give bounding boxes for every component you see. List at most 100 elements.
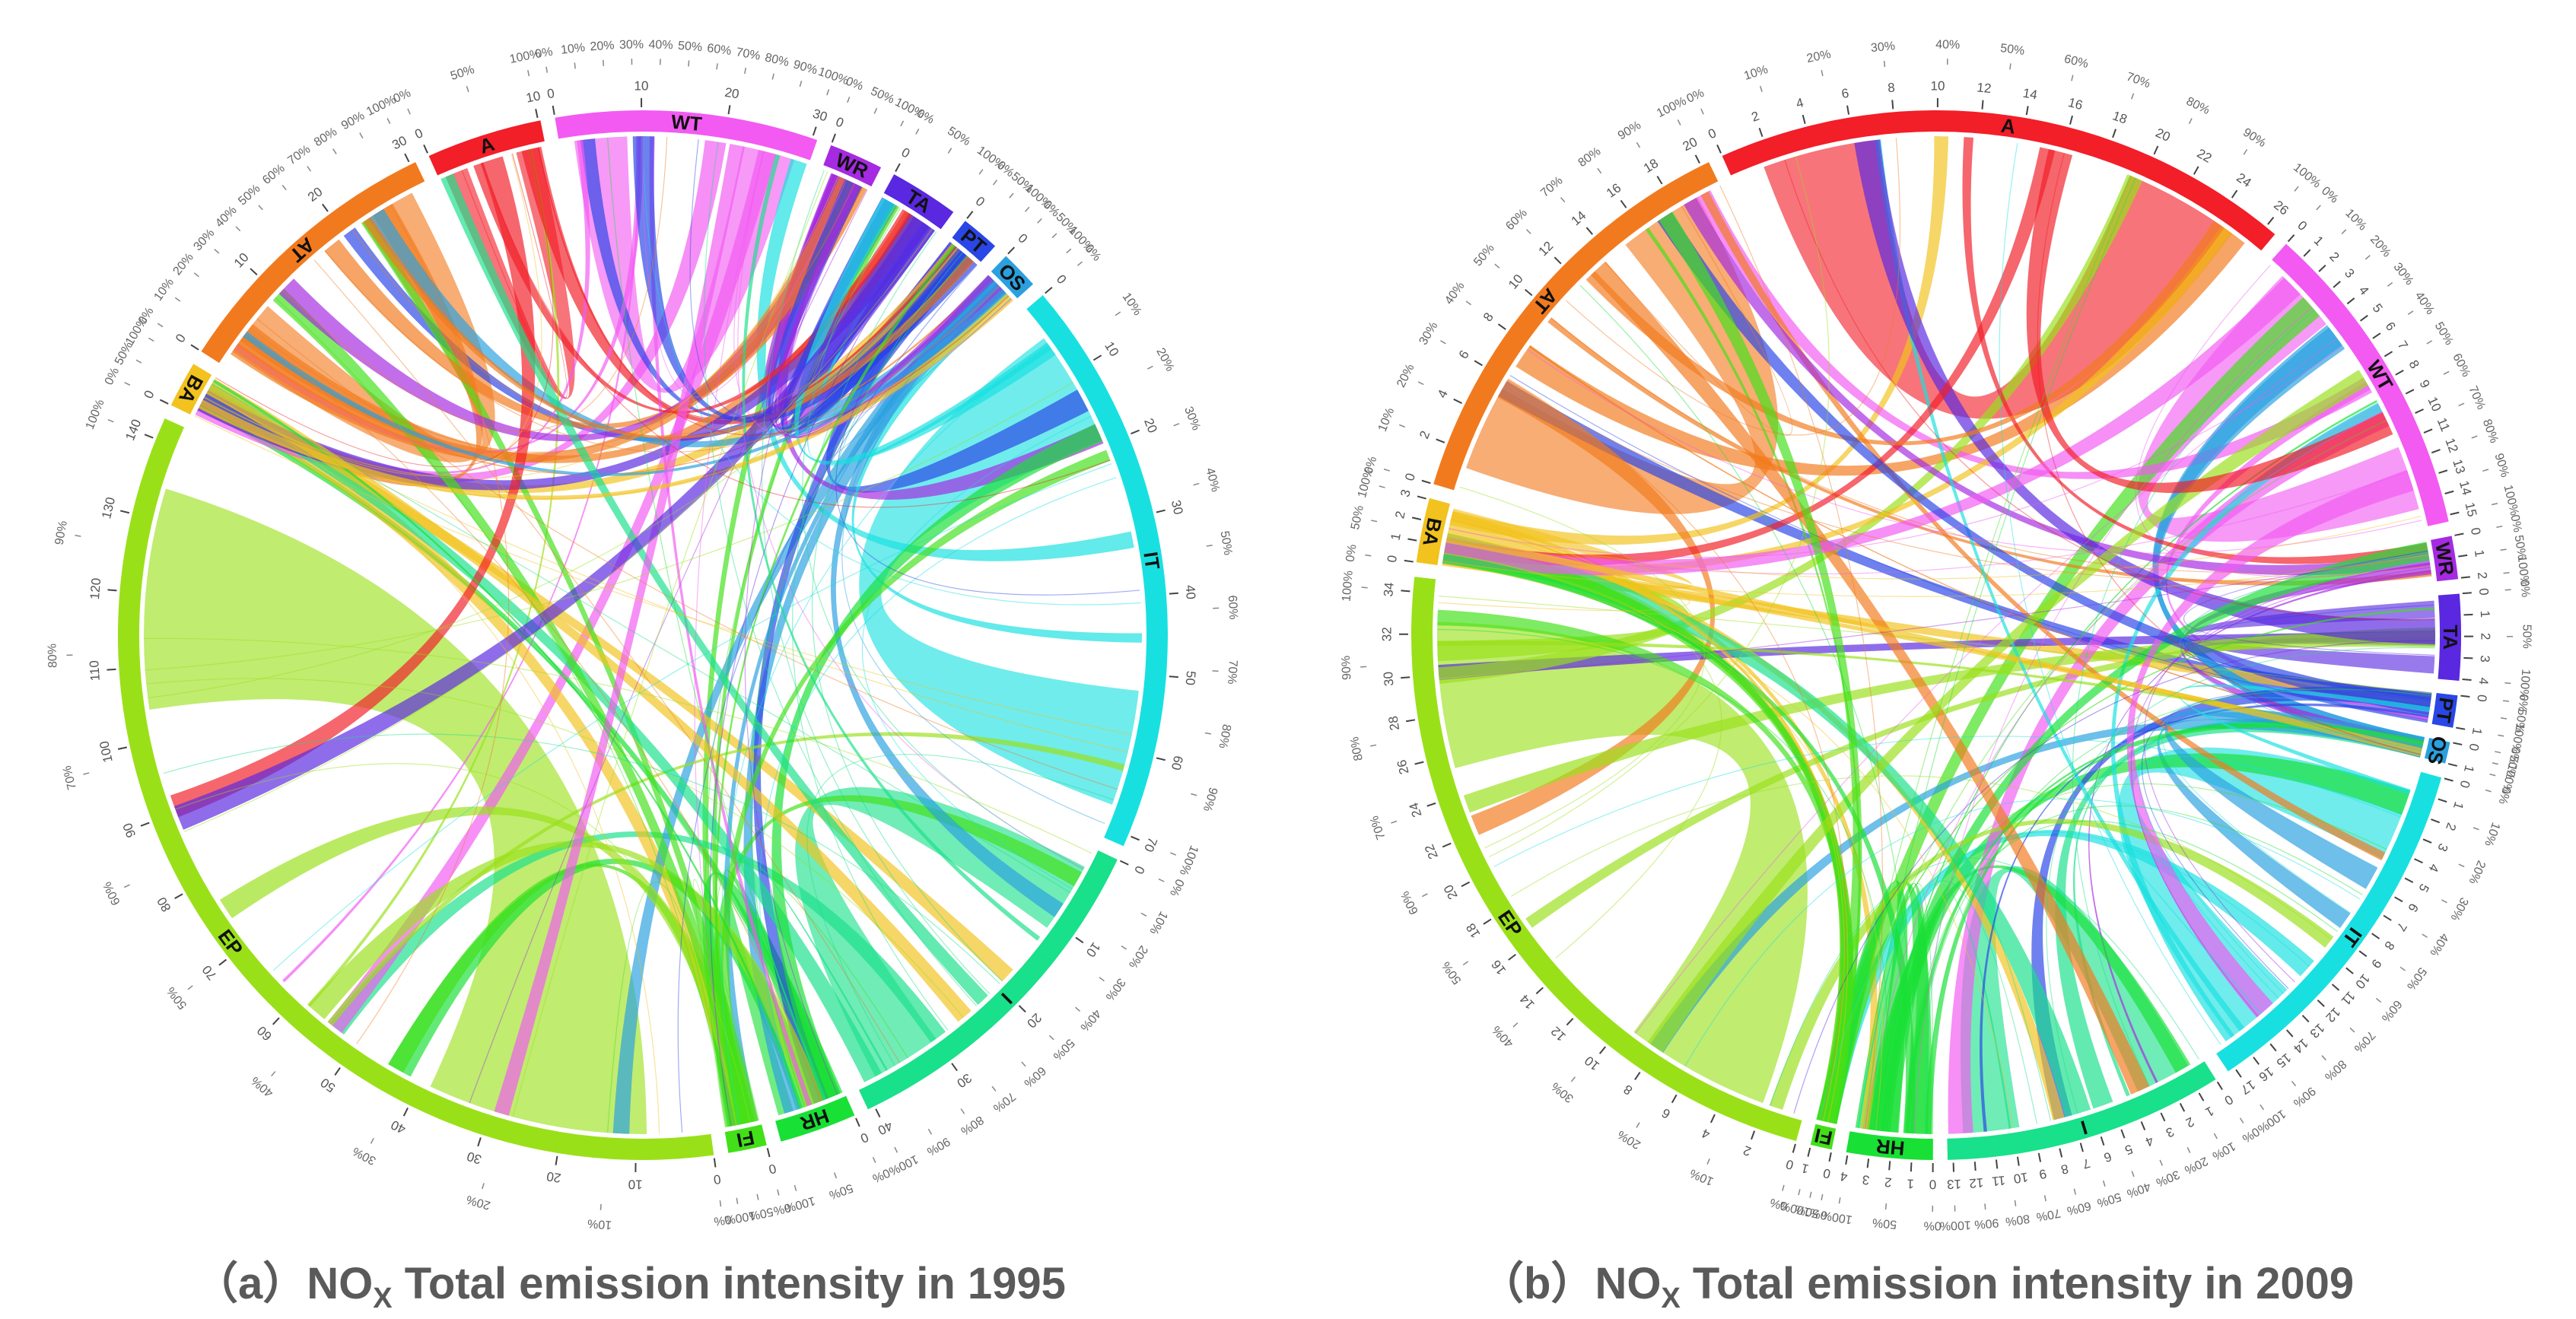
percent-tick [1782, 1184, 1785, 1191]
axis-tick [1442, 842, 1452, 848]
tick-label: 20 [1441, 882, 1461, 902]
percent-tick [744, 68, 746, 75]
percent-tick [1391, 820, 1398, 824]
axis-tick [1007, 246, 1015, 255]
segment-arc [1433, 162, 1719, 491]
percent-label: 100% [2515, 555, 2531, 587]
flow-line [737, 151, 1084, 869]
percent-label: 40% [648, 38, 673, 52]
percent-tick [991, 1085, 997, 1092]
tick-label: 80 [154, 895, 174, 914]
percent-tick [1066, 248, 1072, 254]
flow-line [203, 176, 839, 479]
segment-os: OS 010%50%100% [2420, 734, 2522, 796]
axis-tick [1828, 1152, 1832, 1162]
percent-label: 0% [1167, 877, 1186, 898]
tick-label: 0 [1402, 472, 1418, 483]
percent-label: 90% [2240, 126, 2268, 151]
flow-line [1449, 345, 2343, 558]
flow-line [1793, 640, 2435, 1114]
axis-tick [2431, 449, 2441, 454]
percent-tick [2441, 899, 2447, 904]
percent-label: 90% [1616, 119, 1643, 142]
percent-tick [894, 1146, 898, 1153]
axis-tick [2345, 967, 2354, 974]
axis-tick [1694, 154, 1700, 164]
tick-label: 12 [1536, 239, 1557, 259]
axis-tick [2383, 914, 2392, 921]
percent-label: 30% [2390, 261, 2415, 288]
flow-ribbon [2138, 275, 2419, 542]
flow-ribbon [795, 787, 1086, 1077]
tick-label: 60 [254, 1023, 275, 1044]
percent-label: 70% [1538, 174, 1565, 200]
flow-line [1489, 156, 1830, 858]
percent-tick [1115, 311, 1121, 316]
tick-label: 120 [87, 577, 103, 600]
percent-label: 40% [1203, 466, 1222, 493]
axis-tick [2303, 249, 2311, 257]
percent-label: 50% [2404, 965, 2428, 992]
tick-label: 20 [724, 85, 740, 102]
axis-tick [535, 108, 539, 119]
percent-tick [2458, 402, 2465, 407]
axis-tick [1474, 360, 1483, 367]
percent-tick [2500, 717, 2508, 720]
percent-tick [1440, 340, 1446, 345]
segment-label: BA [1418, 516, 1446, 548]
tick-label: 24 [1407, 801, 1425, 819]
flow-line [1923, 881, 2052, 1134]
axis-tick [2025, 106, 2029, 116]
flow-line [1442, 554, 2429, 597]
flow-line [771, 185, 959, 428]
axis-tick [2318, 264, 2326, 272]
percent-tick [307, 166, 312, 172]
flow-line [1999, 142, 2221, 1046]
caption-prefix: （a） [194, 1259, 307, 1308]
flow-line [2183, 550, 2435, 656]
percent-tick [1809, 1191, 1812, 1198]
axis-tick [423, 144, 428, 154]
segment-arc [1411, 577, 1802, 1142]
axis-tick [2415, 408, 2424, 414]
flow-line [1834, 175, 2132, 1124]
segment-arc [1416, 497, 1450, 566]
tick-label: 18 [1463, 920, 1483, 940]
percent-label: 90% [792, 58, 819, 77]
flow-line [704, 141, 978, 1007]
flow-ribbon [743, 278, 1004, 1114]
segment-divider [881, 194, 940, 234]
tick-label: 20 [305, 184, 326, 205]
flow-ribbon [830, 275, 1064, 917]
percent-label: 50% [2432, 320, 2456, 348]
percent-label: 60% [2066, 1199, 2092, 1217]
percent-label: 0% [2508, 513, 2524, 533]
tick-label: 0 [834, 114, 846, 130]
tick-label: 6 [2383, 319, 2399, 334]
percent-label: 60% [706, 42, 732, 58]
percent-tick [1821, 69, 1824, 77]
percent-label: 0% [1809, 1206, 1829, 1222]
flow-line [211, 383, 1071, 893]
axis-tick [2140, 1121, 2146, 1130]
tick-label: 26 [2271, 198, 2291, 218]
segment-divider [987, 272, 1016, 302]
percent-tick [2316, 205, 2321, 211]
tick-label: 13 [1947, 1177, 1962, 1192]
segment-divider [558, 133, 810, 165]
flow-ribbon [2055, 719, 2425, 1109]
percent-tick [1370, 744, 1377, 747]
axis-tick [2431, 818, 2441, 824]
flow-line [215, 149, 554, 468]
percent-label: 10% [1376, 406, 1398, 434]
flow-line [812, 252, 1003, 982]
percent-tick [777, 1189, 780, 1196]
axis-tick [1710, 1114, 1716, 1124]
tick-label: 8 [2381, 939, 2397, 953]
segment-arc [1722, 110, 2275, 251]
tick-label: 16 [2256, 1064, 2277, 1085]
percent-label: 10% [1146, 909, 1169, 936]
flow-line [2097, 824, 2262, 1015]
tick-label: 14 [2291, 1036, 2311, 1057]
